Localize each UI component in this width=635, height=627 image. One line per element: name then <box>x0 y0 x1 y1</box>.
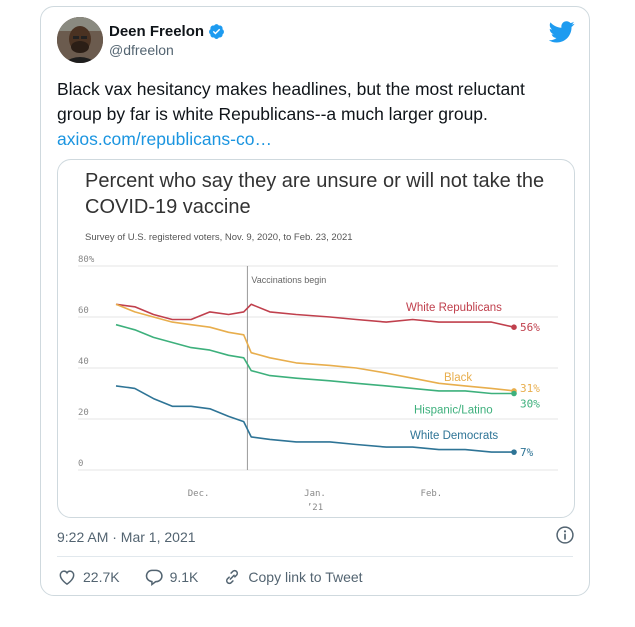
tweet-timestamp[interactable]: 9:22 AM · Mar 1, 2021 <box>57 529 196 545</box>
link-icon <box>226 569 239 585</box>
series-line <box>115 323 514 395</box>
avatar[interactable] <box>57 17 103 63</box>
heart-icon <box>59 570 75 585</box>
reply-icon <box>145 569 163 587</box>
avatar-image <box>57 17 103 63</box>
user-handle[interactable]: @dfreelon <box>109 42 174 58</box>
series-line <box>115 303 515 328</box>
copy-link-button[interactable]: Copy link to Tweet <box>222 567 363 587</box>
reply-button[interactable]: 9.1K <box>144 567 199 587</box>
annotation-label: Vaccinations begin <box>251 275 326 285</box>
series-end-value: 30% <box>520 398 540 411</box>
chart-title: Percent who say they are unsure or will … <box>85 170 545 218</box>
series-name-label: Hispanic/Latino <box>414 405 493 417</box>
copy-link-label: Copy link to Tweet <box>248 569 363 585</box>
series-end-dot <box>511 324 517 330</box>
series-end-value: 56% <box>520 321 540 334</box>
tweet-text: Black vax hesitancy makes headlines, but… <box>57 77 567 152</box>
divider <box>57 556 573 557</box>
twitter-bird-icon[interactable] <box>549 21 575 43</box>
info-icon[interactable] <box>555 525 575 545</box>
series-end-value: 31% <box>520 382 540 395</box>
reply-count: 9.1K <box>169 569 199 585</box>
line-chart: 80% 60 40 20 0 Dec. Jan. ’21 Feb. Vaccinations be… <box>78 255 558 513</box>
series-end-dot <box>511 390 517 397</box>
series-line <box>115 303 515 392</box>
series-end-value: 7% <box>520 446 534 459</box>
x-tick-sublabel: ’21 <box>307 503 323 513</box>
y-tick-label: 40 <box>78 357 89 367</box>
x-tick-label: Dec. <box>188 489 210 499</box>
verified-badge-icon <box>209 24 224 39</box>
series-name-label: White Democrats <box>410 430 498 442</box>
y-tick-label: 20 <box>78 408 89 418</box>
series-name-label: White Republicans <box>406 302 502 314</box>
y-tick-label: 0 <box>78 459 83 469</box>
series-line <box>115 385 514 453</box>
y-tick-label: 60 <box>78 306 89 316</box>
display-name[interactable]: Deen Freelon <box>109 23 205 40</box>
like-count: 22.7K <box>83 569 120 585</box>
article-link[interactable]: axios.com/republicans-co… <box>57 129 272 149</box>
x-tick-label: Feb. <box>421 489 443 499</box>
y-tick-label: 80% <box>78 255 95 265</box>
series-end-dot <box>511 449 517 455</box>
chart-subtitle: Survey of U.S. registered voters, Nov. 9… <box>85 232 353 243</box>
chart-image-card[interactable]: Percent who say they are unsure or will … <box>57 159 575 518</box>
series-name-label: Black <box>444 372 472 384</box>
x-tick-label: Jan. <box>304 489 326 499</box>
tweet-card[interactable]: Deen Freelon @dfreelon Black vax hesitan… <box>40 6 590 596</box>
tweet-body: Black vax hesitancy makes headlines, but… <box>57 79 525 124</box>
action-bar: 22.7K 9.1K Copy link to Tweet <box>57 567 363 587</box>
like-button[interactable]: 22.7K <box>57 567 120 587</box>
